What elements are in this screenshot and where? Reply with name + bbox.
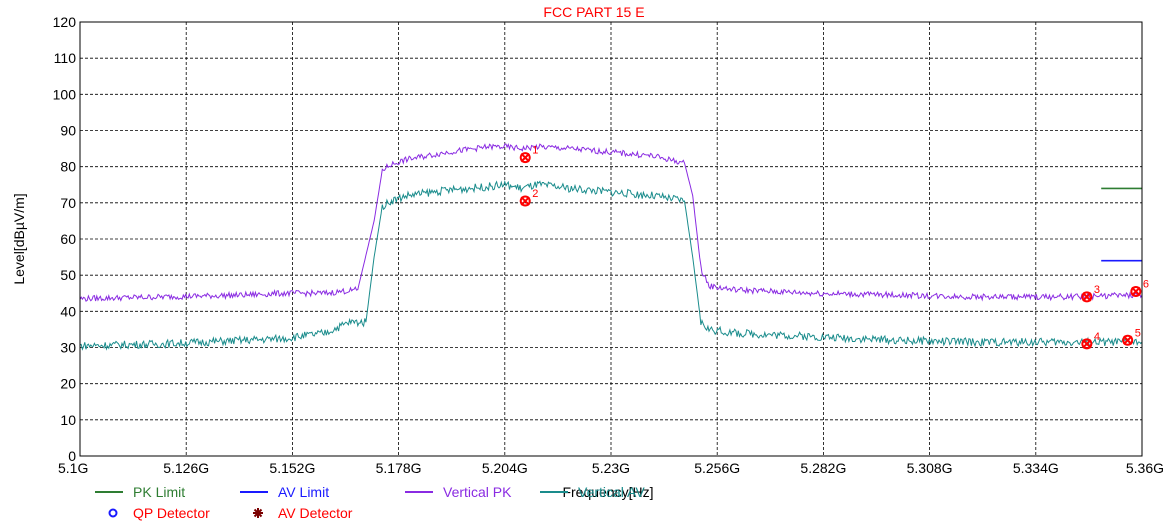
marker-2-cross-b xyxy=(520,196,530,206)
y-axis-label: Level[dBµV/m] xyxy=(11,193,27,284)
x-tick-label-5: 5.23G xyxy=(592,460,630,476)
x-tick-label-9: 5.334G xyxy=(1013,460,1059,476)
marker-4: 4 xyxy=(1081,331,1100,350)
legend-swatch-av-detector xyxy=(253,508,263,518)
x-tick-label-4: 5.204G xyxy=(482,460,528,476)
plot-frame xyxy=(79,21,1143,457)
x-tick-label-6: 5.256G xyxy=(694,460,740,476)
marker-1-cross-b xyxy=(520,152,530,163)
marker-4-ring xyxy=(1081,338,1093,350)
marker-2-label: 2 xyxy=(532,188,538,200)
marker-1: 1 xyxy=(519,145,538,164)
marker-5-label: 5 xyxy=(1135,327,1141,339)
x-tick-label-0: 5.1G xyxy=(58,460,88,476)
legend: PK Limit AV Limit Vertical PK Vertical AV QP… xyxy=(95,484,645,521)
markers-group: 1 2 3 4 5 6 xyxy=(519,145,1149,350)
legend-label-av-detector: AV Detector xyxy=(278,505,353,521)
marker-4-cross-b xyxy=(1082,339,1092,349)
legend-label-qp-detector: QP Detector xyxy=(133,505,210,521)
marker-1-ring xyxy=(519,152,531,164)
y-tick-label-0: 0 xyxy=(68,448,76,464)
y-tick-label-100: 100 xyxy=(53,86,77,102)
x-tick-label-10: 5.36G xyxy=(1126,460,1164,476)
marker-6: 6 xyxy=(1130,278,1149,297)
series-group xyxy=(79,143,1143,351)
y-tick-label-120: 120 xyxy=(53,14,77,30)
marker-1-label: 1 xyxy=(532,145,538,157)
y-tick-label-80: 80 xyxy=(60,159,76,175)
marker-5-ring xyxy=(1122,334,1134,346)
legend-label-vertical-av: Vertical AV xyxy=(578,484,645,500)
legend-label-vertical-pk: Vertical PK xyxy=(443,484,512,500)
marker-4-label: 4 xyxy=(1094,331,1100,343)
marker-5-cross-b xyxy=(1122,335,1133,345)
x-tick-label-2: 5.152G xyxy=(269,460,315,476)
series-line-vertical-pk xyxy=(79,143,1143,302)
y-tick-label-30: 30 xyxy=(60,340,76,356)
y-tick-label-40: 40 xyxy=(60,303,76,319)
marker-2: 2 xyxy=(519,188,538,207)
y-tick-label-50: 50 xyxy=(60,267,76,283)
marker-3-cross-b xyxy=(1082,292,1092,302)
legend-label-av-limit: AV Limit xyxy=(278,484,329,500)
x-tick-label-7: 5.282G xyxy=(800,460,846,476)
y-tick-label-90: 90 xyxy=(60,123,76,139)
marker-3: 3 xyxy=(1081,284,1100,303)
marker-5: 5 xyxy=(1122,327,1141,346)
marker-6-cross-b xyxy=(1131,286,1141,297)
chart-title: FCC PART 15 E xyxy=(543,4,644,20)
legend-swatch-qp-detector xyxy=(108,508,118,518)
marker-3-ring xyxy=(1081,291,1093,303)
legend-label-pk-limit: PK Limit xyxy=(133,484,185,500)
y-tick-label-60: 60 xyxy=(60,231,76,247)
series-line-vertical-av xyxy=(79,179,1143,351)
y-axis-ticks: 0 10 20 30 40 50 60 70 80 90 100 110 120 xyxy=(53,14,77,464)
marker-2-ring xyxy=(519,195,531,207)
x-axis-ticks: 5.1G 5.126G 5.152G 5.178G 5.204G 5.23G 5.256G 5… xyxy=(58,460,1164,476)
marker-6-ring xyxy=(1130,285,1142,297)
y-tick-label-70: 70 xyxy=(60,195,76,211)
y-tick-label-110: 110 xyxy=(54,50,77,66)
x-tick-label-3: 5.178G xyxy=(376,460,422,476)
grid xyxy=(80,22,1142,456)
y-tick-label-20: 20 xyxy=(60,376,76,392)
x-axis-label: Frequency[Hz] xyxy=(562,484,653,500)
y-tick-label-10: 10 xyxy=(60,412,76,428)
marker-6-label: 6 xyxy=(1143,278,1149,290)
x-tick-label-1: 5.126G xyxy=(163,460,209,476)
marker-3-label: 3 xyxy=(1094,284,1100,296)
x-tick-label-8: 5.308G xyxy=(907,460,953,476)
